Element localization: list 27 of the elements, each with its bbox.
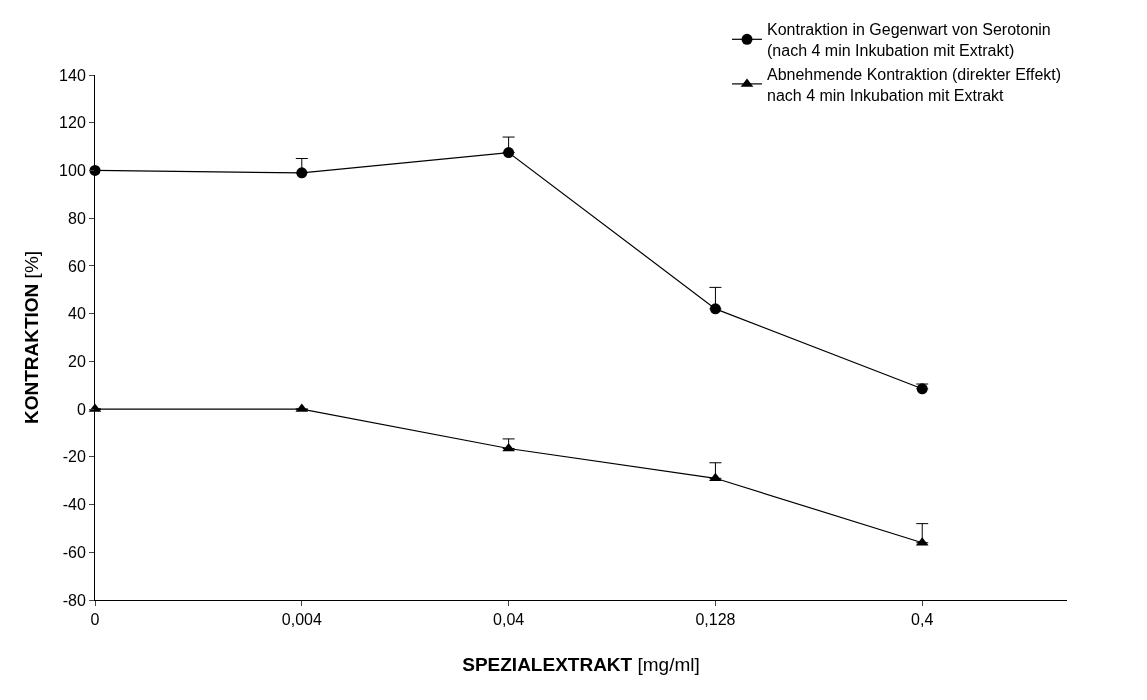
point <box>503 147 515 159</box>
legend-label: Kontraktion in Gegenwart von Serotonin (nach 4 min Inkubation mit Extrakt) <box>767 21 1051 59</box>
y-axis-title: KONTRAKTION [%] <box>20 250 42 425</box>
point <box>296 167 308 179</box>
legend-label: Abnehmende Kontraktion (direkter Effekt) nach 4 min Inkubation mit Extrakt <box>767 65 1062 104</box>
y-tick-label: 100 <box>59 162 86 180</box>
y-tick-label: -60 <box>62 543 86 561</box>
y-tick-label: 40 <box>68 305 86 323</box>
y-tick-label: -20 <box>62 448 86 466</box>
y-tick-label: -40 <box>62 496 86 514</box>
x-tick-label: 0,4 <box>911 611 934 629</box>
point <box>709 472 722 482</box>
x-tick-label: 0,004 <box>281 611 322 629</box>
y-tick-label: -80 <box>62 591 86 609</box>
y-tick-label: 120 <box>59 114 86 132</box>
point <box>502 442 515 452</box>
x-tick-label: 0 <box>90 611 100 629</box>
y-tick-label: 60 <box>68 257 86 275</box>
y-tick-label: 80 <box>68 209 86 227</box>
y-tick-label: 0 <box>76 400 86 418</box>
point <box>916 383 928 395</box>
y-tick-label: 20 <box>68 352 86 370</box>
x-axis-title: SPEZIALEXTRAKT [mg/ml] <box>462 654 700 675</box>
y-tick-label: 140 <box>59 66 86 84</box>
x-tick-label: 0,128 <box>695 611 736 629</box>
x-tick-label: 0,04 <box>493 611 525 629</box>
point <box>709 303 721 315</box>
